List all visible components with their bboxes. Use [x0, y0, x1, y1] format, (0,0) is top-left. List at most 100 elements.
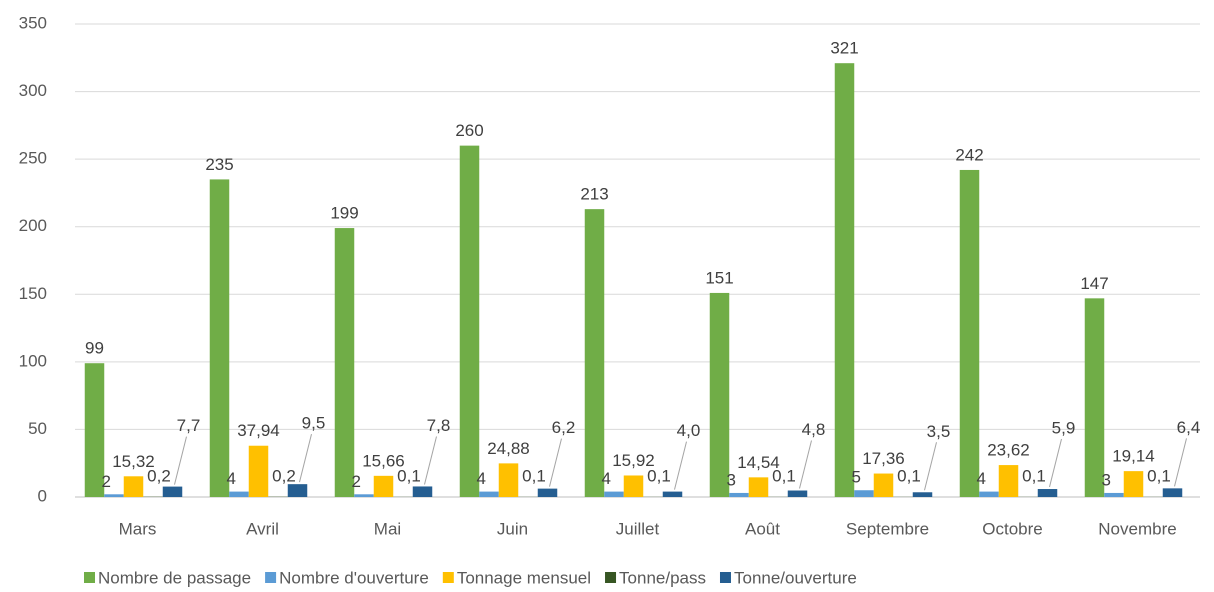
data-label: 17,36 [862, 449, 905, 468]
leader-line [174, 436, 187, 485]
data-label: 4 [227, 469, 236, 488]
data-label: 19,14 [1112, 447, 1155, 466]
bar [123, 476, 144, 497]
data-label: 0,1 [522, 466, 546, 485]
bar [373, 475, 394, 497]
x-tick-label: Mai [374, 519, 401, 538]
bar [287, 484, 308, 497]
data-label: 15,92 [612, 451, 655, 470]
data-label: 0,1 [647, 466, 671, 485]
x-tick-label: Juin [497, 519, 528, 538]
legend-swatch [265, 572, 277, 583]
data-label: 5,9 [1052, 419, 1076, 438]
y-tick-label: 0 [38, 486, 47, 505]
leader-line [674, 441, 687, 490]
data-label: 242 [955, 145, 983, 164]
legend-label: Nombre de passage [98, 568, 251, 587]
data-label: 3 [1102, 470, 1111, 489]
x-tick-label: Août [745, 519, 780, 538]
bar [998, 465, 1019, 497]
data-label: 151 [705, 268, 733, 287]
data-label: 0,1 [397, 466, 421, 485]
bar [709, 292, 730, 497]
bar [498, 463, 519, 497]
bar [209, 179, 230, 497]
legend-label: Nombre d'ouverture [279, 568, 429, 587]
data-label: 4,8 [802, 420, 826, 439]
legend-label: Tonne/ouverture [734, 568, 857, 587]
bar [162, 486, 183, 497]
bar [604, 491, 624, 497]
y-tick-label: 350 [19, 13, 47, 32]
data-label: 213 [580, 185, 608, 204]
bar [1123, 471, 1144, 497]
legend-label: Tonnage mensuel [457, 568, 591, 587]
data-label: 5 [852, 468, 861, 487]
data-label: 7,8 [427, 416, 451, 435]
bar [229, 491, 249, 497]
leader-line [424, 436, 437, 485]
data-label: 321 [830, 39, 858, 58]
legend-swatch [719, 572, 731, 583]
bar [787, 490, 808, 497]
bar [334, 228, 355, 497]
data-label: 0,1 [1022, 466, 1046, 485]
x-tick-label: Septembre [846, 519, 929, 538]
bar [854, 490, 874, 497]
leader-line [549, 438, 562, 487]
leader-line [1049, 438, 1062, 488]
data-label: 0,1 [772, 466, 796, 485]
bar [412, 486, 433, 497]
bar [84, 363, 105, 497]
data-label: 37,94 [237, 421, 280, 440]
data-label: 0,1 [897, 466, 921, 485]
bar [479, 491, 499, 497]
x-tick-label: Juillet [616, 519, 660, 538]
data-label: 2 [102, 472, 111, 491]
bar [1162, 488, 1183, 497]
leader-line [924, 442, 937, 491]
x-tick-label: Mars [119, 519, 157, 538]
data-label: 0,2 [272, 466, 296, 485]
bar [748, 477, 769, 497]
data-label: 15,32 [112, 452, 155, 471]
bar [537, 488, 558, 497]
data-label: 0,2 [147, 466, 171, 485]
bar [584, 209, 605, 497]
legend-swatch [84, 572, 95, 583]
bar [729, 492, 749, 497]
legend-swatch [442, 572, 454, 583]
bar [354, 494, 374, 497]
bar [248, 445, 269, 497]
leader-line [1174, 438, 1187, 487]
bar [1084, 298, 1105, 497]
y-tick-label: 200 [19, 216, 47, 235]
bar [623, 475, 644, 497]
data-label: 7,7 [177, 416, 201, 435]
y-tick-label: 50 [28, 419, 47, 438]
data-label: 6,2 [552, 418, 576, 437]
data-label: 235 [205, 155, 233, 174]
y-tick-label: 250 [19, 149, 47, 168]
x-tick-label: Octobre [982, 519, 1042, 538]
legend-label: Tonne/pass [619, 568, 706, 587]
bar [834, 63, 855, 497]
data-label: 3 [727, 470, 736, 489]
data-label: 3,5 [927, 422, 951, 441]
bar [873, 473, 894, 497]
data-label: 6,4 [1177, 418, 1201, 437]
bar [104, 494, 124, 497]
data-label: 4 [602, 469, 611, 488]
x-tick-label: Novembre [1098, 519, 1176, 538]
bar [1037, 489, 1058, 497]
data-label: 199 [330, 204, 358, 223]
y-tick-label: 100 [19, 351, 47, 370]
leader-line [299, 434, 312, 483]
data-label: 99 [85, 339, 104, 358]
data-label: 4 [977, 469, 986, 488]
bar [912, 492, 933, 497]
bar [959, 169, 980, 497]
data-label: 14,54 [737, 453, 780, 472]
y-tick-label: 150 [19, 284, 47, 303]
